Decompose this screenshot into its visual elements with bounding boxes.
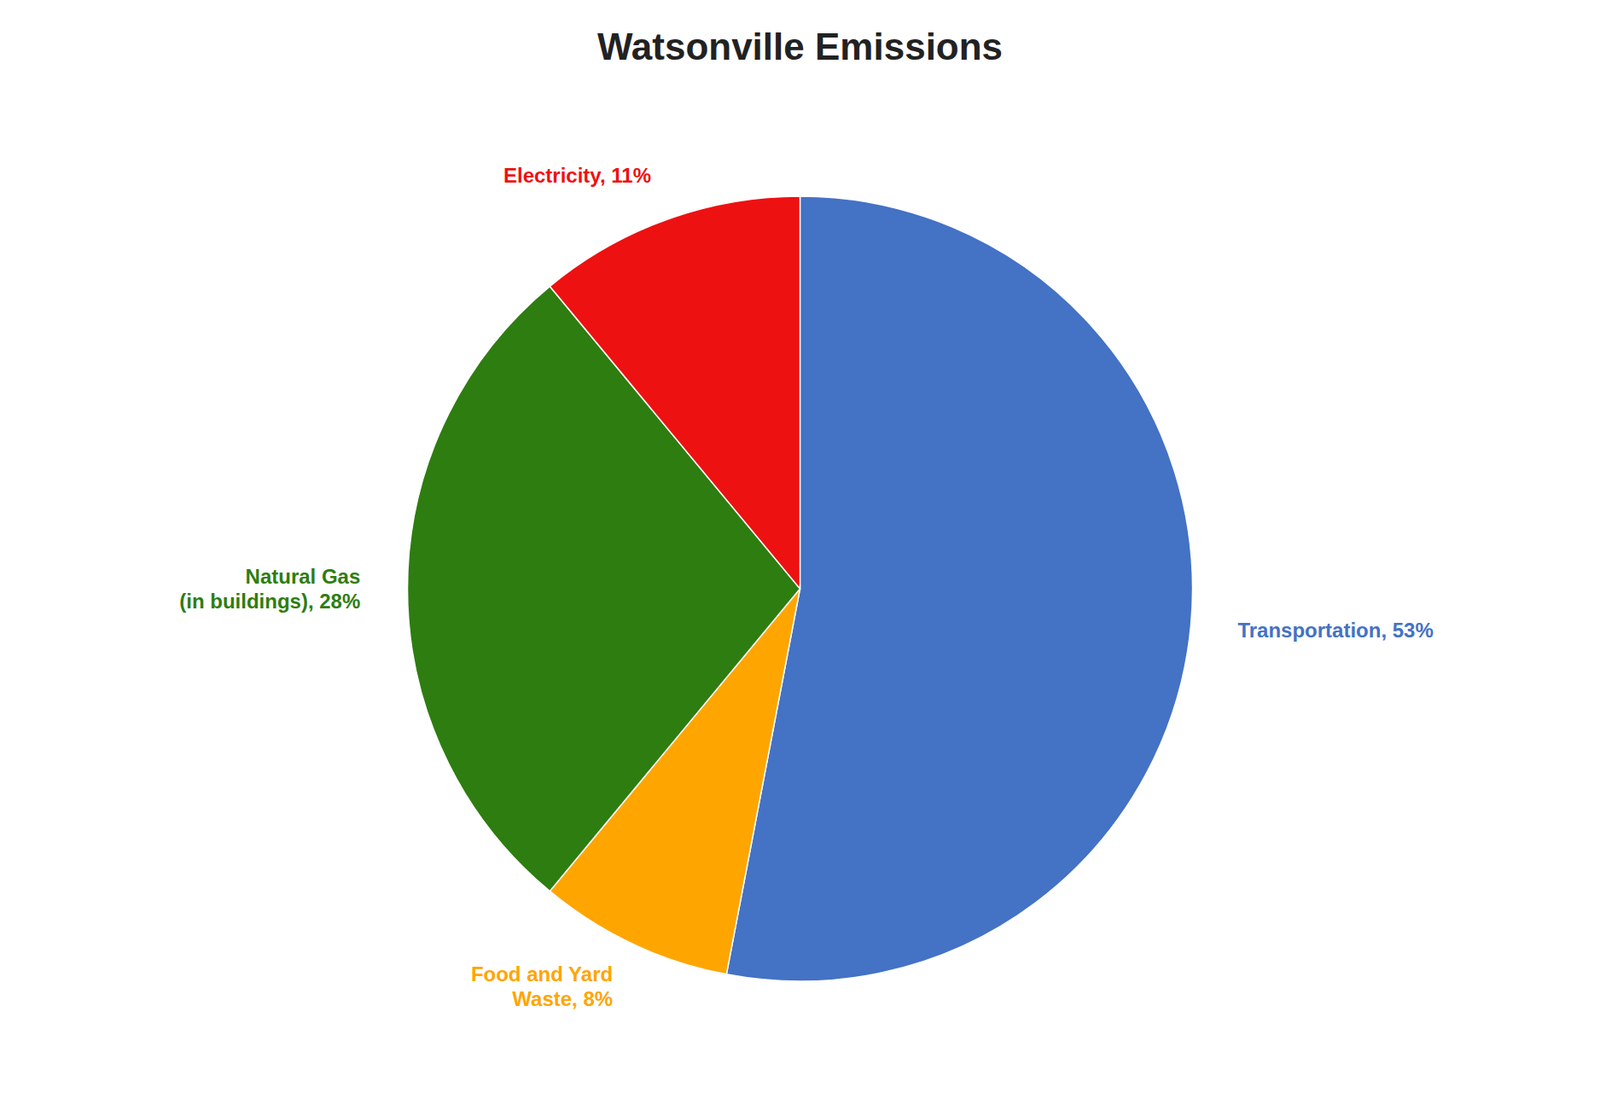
slice — [549, 196, 800, 589]
data-label-line: Natural Gas — [245, 564, 361, 588]
data-label: Food and YardWaste, 8% — [471, 962, 613, 1011]
labels: Transportation, 53% Food and YardWaste, 8… — [179, 163, 1434, 1011]
data-label: Natural Gas(in buildings), 28% — [179, 564, 361, 613]
data-label-line: Transportation, 53% — [1237, 618, 1433, 642]
data-label-line: Waste, 8% — [512, 987, 613, 1011]
data-label-line: (in buildings), 28% — [179, 589, 361, 613]
data-label: Transportation, 53% — [1237, 618, 1433, 642]
data-label-line: Food and Yard — [471, 962, 613, 986]
chart: Watsonville Emissions Transportation, 53%… — [0, 0, 1600, 1099]
title: Watsonville Emissions — [597, 25, 1003, 68]
pie — [407, 196, 1193, 982]
data-label-line: Electricity, 11% — [503, 163, 652, 187]
data-label: Electricity, 11% — [503, 163, 652, 187]
